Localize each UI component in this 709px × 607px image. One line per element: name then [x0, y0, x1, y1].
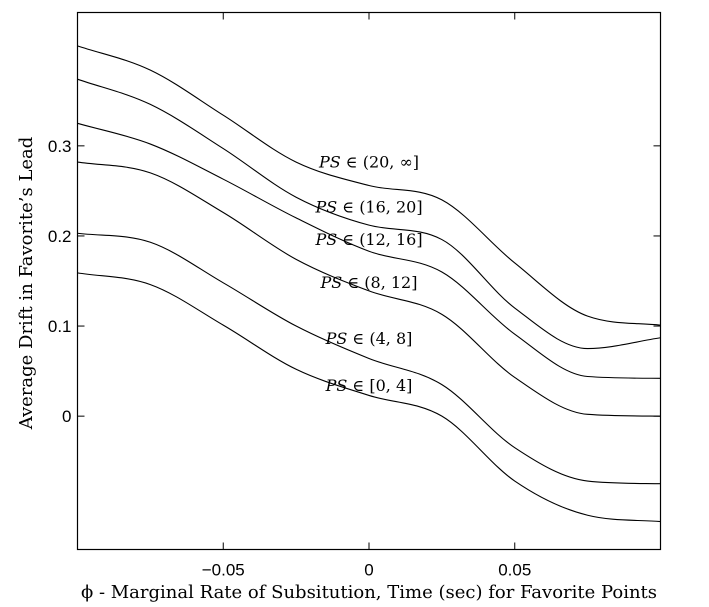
- tick-labels: −0.05 0 0.05 0 0.1 0.2 0.3: [48, 137, 531, 580]
- series-label-variable: PS: [318, 152, 341, 171]
- series-label-interval: ∈ (16, 20]: [337, 198, 422, 217]
- y-tick-label: 0: [62, 407, 71, 426]
- series-annotations: PS ∈ (20, ∞]PS ∈ (16, 20]PS ∈ (12, 16]PS…: [314, 152, 422, 394]
- series-label-4: PS ∈ (4, 8]: [325, 329, 413, 348]
- series-label-interval: ∈ (8, 12]: [342, 273, 417, 292]
- series-curves: [77, 45, 661, 523]
- axis-ticks: [77, 12, 661, 550]
- series-label-interval: ∈ (12, 16]: [337, 230, 422, 249]
- x-axis-label: ϕ - Marginal Rate of Subsitution, Time (…: [81, 582, 657, 603]
- series-label-2: PS ∈ (12, 16]: [314, 230, 422, 249]
- y-tick-label: 0.2: [48, 227, 72, 246]
- series-label-variable: PS: [325, 376, 348, 395]
- series-line-5: [77, 272, 661, 523]
- series-line-0: [77, 45, 661, 326]
- series-line-2: [77, 122, 661, 379]
- series-line-1: [77, 78, 661, 350]
- y-tick-label: 0.3: [48, 137, 72, 156]
- series-label-5: PS ∈ [0, 4]: [325, 376, 413, 395]
- y-axis-label: Average Drift in Favorite’s Lead: [16, 137, 37, 431]
- series-line-4: [77, 232, 661, 485]
- series-label-interval: ∈ [0, 4]: [347, 376, 412, 395]
- series-label-variable: PS: [325, 329, 348, 348]
- series-label-variable: PS: [314, 198, 337, 217]
- x-tick-label: 0.05: [498, 561, 531, 580]
- series-label-interval: ∈ (20, ∞]: [341, 152, 419, 171]
- y-tick-label: 0.1: [48, 317, 72, 336]
- series-label-3: PS ∈ (8, 12]: [320, 273, 418, 292]
- series-label-variable: PS: [320, 273, 343, 292]
- series-label-interval: ∈ (4, 8]: [347, 329, 412, 348]
- series-label-variable: PS: [314, 230, 337, 249]
- x-tick-label: 0: [364, 561, 373, 580]
- x-tick-label: −0.05: [202, 561, 245, 580]
- series-line-3: [77, 161, 661, 417]
- series-label-0: PS ∈ (20, ∞]: [318, 152, 419, 171]
- series-label-1: PS ∈ (16, 20]: [314, 198, 422, 217]
